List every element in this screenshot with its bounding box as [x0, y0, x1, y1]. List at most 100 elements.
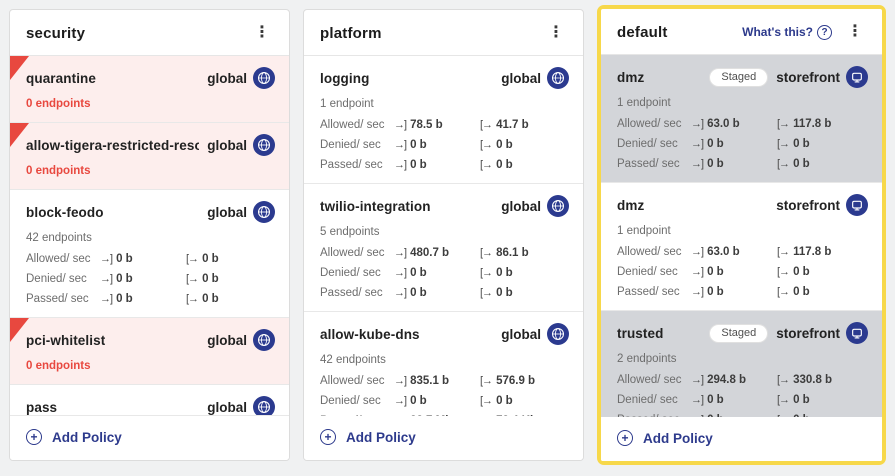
- scope-group: global: [207, 201, 275, 223]
- scope-group: global: [501, 323, 569, 345]
- inbound-value: 0 b: [707, 266, 724, 278]
- globe-icon: [547, 195, 569, 217]
- stat-outbound: [→ 117.8 b: [777, 118, 868, 130]
- stat-label: Denied/ sec: [617, 138, 678, 150]
- stat-label: Passed/ sec: [320, 159, 383, 171]
- policy-card[interactable]: logging global 1 endpoint Allowed/ sec →…: [304, 56, 583, 184]
- scope-group: storefront: [776, 194, 868, 216]
- scope-group: global: [207, 396, 275, 415]
- stat-row: Denied/ sec →] 0 b [→ 0 b: [320, 267, 569, 279]
- outbound-icon: [→: [480, 247, 493, 259]
- policy-scope: global: [207, 70, 247, 86]
- scope-group: global: [207, 329, 275, 351]
- inbound-value: 0 b: [707, 138, 724, 150]
- add-policy-button[interactable]: + Add Policy: [10, 415, 289, 460]
- stat-row: Denied/ sec →] 0 b [→ 0 b: [617, 266, 868, 278]
- stat-label: Denied/ sec: [617, 266, 678, 278]
- stat-inbound: →] 0 b: [394, 287, 480, 299]
- stat-outbound: [→ 330.8 b: [777, 374, 868, 386]
- stat-inbound: →] 0 b: [100, 253, 186, 265]
- inbound-value: 0 b: [116, 273, 133, 285]
- inbound-icon: →]: [691, 414, 704, 417]
- policy-scope: storefront: [776, 325, 840, 341]
- inbound-value: 835.1 b: [410, 375, 450, 387]
- stat-outbound: [→ 0 b: [777, 266, 868, 278]
- policy-card[interactable]: trusted Staged storefront 2 endpoints Al…: [601, 311, 882, 417]
- policy-card[interactable]: quarantine global 0 endpoints: [10, 56, 289, 123]
- inbound-value: 0 b: [116, 293, 133, 305]
- inbound-icon: →]: [100, 253, 113, 265]
- endpoints-count: 1 endpoint: [617, 225, 671, 237]
- tier-card-list: quarantine global 0 endpoints allow-tige…: [10, 56, 289, 415]
- globe-icon-svg: [258, 72, 270, 84]
- whats-this-link[interactable]: What's this? ?: [742, 24, 832, 40]
- policy-name: twilio-integration: [320, 198, 431, 214]
- tier-title: security: [26, 24, 86, 42]
- stat-row: Passed/ sec →] 0 b [→ 0 b: [26, 293, 275, 305]
- policy-card[interactable]: pass global 44 endpoints Allowed/ sec →]…: [10, 385, 289, 415]
- policy-card[interactable]: dmz Staged storefront 1 endpoint Allowed…: [601, 55, 882, 183]
- policy-card-title-row: pci-whitelist global: [26, 329, 275, 351]
- policy-card[interactable]: pci-whitelist global 0 endpoints: [10, 318, 289, 385]
- policy-scope: global: [207, 204, 247, 220]
- policy-card[interactable]: dmz storefront 1 endpoint Allowed/ sec →…: [601, 183, 882, 311]
- tier-header: security ⋮: [10, 10, 289, 56]
- inbound-value: 0 b: [410, 287, 427, 299]
- kebab-menu-icon[interactable]: ⋮: [548, 24, 564, 41]
- storefront-icon-svg: [852, 328, 862, 339]
- globe-icon-svg: [258, 139, 270, 151]
- stat-label: Passed/ sec: [320, 415, 394, 416]
- stat-inbound: →] 0 b: [691, 286, 777, 298]
- outbound-icon: [→: [480, 159, 493, 171]
- stat-outbound: [→ 0 b: [480, 159, 569, 171]
- policy-card[interactable]: allow-kube-dns global 42 endpoints Allow…: [304, 312, 583, 416]
- add-policy-button[interactable]: + Add Policy: [304, 416, 583, 460]
- kebab-menu-icon[interactable]: ⋮: [847, 23, 863, 40]
- outbound-value: 576.9 b: [496, 375, 536, 387]
- stat-inbound: →] 63.0 b: [691, 246, 777, 258]
- policy-card-title-row: quarantine global: [26, 67, 275, 89]
- storefront-icon-svg: [852, 72, 862, 83]
- outbound-value: 0 b: [496, 287, 513, 299]
- scope-group: global: [207, 134, 275, 156]
- outbound-value: 0 b: [793, 286, 810, 298]
- policy-name: allow-tigera-restricted-resources: [26, 137, 199, 153]
- tier-card-list: dmz Staged storefront 1 endpoint Allowed…: [601, 55, 882, 417]
- add-policy-button[interactable]: + Add Policy: [601, 417, 882, 461]
- stat-outbound: [→ 0 b: [777, 138, 868, 150]
- scope-group: storefront: [776, 66, 868, 88]
- policy-card-title-row: pass global: [26, 396, 275, 415]
- inbound-value: 0 b: [410, 159, 427, 171]
- stat-inbound: →] 0 b: [394, 139, 480, 151]
- outbound-value: 0 b: [496, 139, 513, 151]
- storefront-icon: [846, 322, 868, 344]
- stat-outbound: [→ 73.4 Kb: [480, 415, 569, 416]
- policy-card[interactable]: twilio-integration global 5 endpoints Al…: [304, 184, 583, 312]
- policy-stats: Allowed/ sec →] 294.8 b [→ 330.8 b Denie…: [617, 374, 868, 417]
- outbound-icon: [→: [777, 286, 790, 298]
- stat-label: Allowed/ sec: [320, 119, 385, 131]
- policy-scope: global: [207, 137, 247, 153]
- outbound-value: 73.4 Kb: [496, 415, 537, 416]
- outbound-icon: [→: [777, 246, 790, 258]
- inbound-icon: →]: [394, 287, 407, 299]
- policy-scope: global: [501, 198, 541, 214]
- stat-label: Denied/ sec: [26, 273, 87, 285]
- policy-card[interactable]: allow-tigera-restricted-resources global…: [10, 123, 289, 190]
- policy-card[interactable]: block-feodo global 42 endpoints Allowed/…: [10, 190, 289, 318]
- globe-icon: [547, 67, 569, 89]
- stat-inbound: →] 0 b: [691, 158, 777, 170]
- kebab-menu-icon[interactable]: ⋮: [254, 24, 270, 41]
- scope-group: global: [207, 67, 275, 89]
- help-icon[interactable]: ?: [817, 24, 832, 40]
- outbound-icon: [→: [480, 375, 493, 387]
- stat-row: Denied/ sec →] 0 b [→ 0 b: [320, 139, 569, 151]
- outbound-value: 0 b: [202, 273, 219, 285]
- inbound-icon: →]: [691, 138, 704, 150]
- inbound-value: 22.7 Mb: [410, 415, 452, 416]
- policy-scope: storefront: [776, 197, 840, 213]
- inbound-icon: →]: [100, 293, 113, 305]
- inbound-icon: →]: [691, 394, 704, 406]
- outbound-value: 0 b: [793, 158, 810, 170]
- stat-row: Allowed/ sec →] 480.7 b [→ 86.1 b: [320, 247, 569, 259]
